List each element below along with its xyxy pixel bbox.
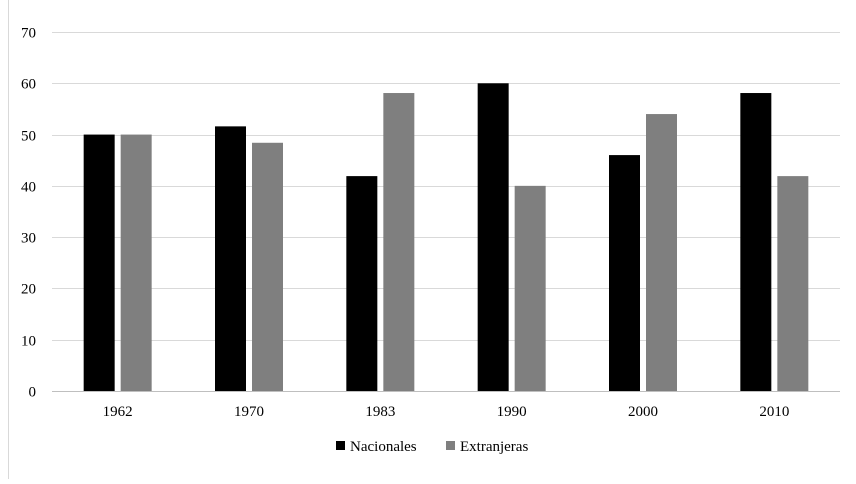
y-tick-label: 20 xyxy=(21,282,36,298)
y-tick-label: 0 xyxy=(29,385,37,401)
bar-nacionales-2010 xyxy=(740,93,772,391)
bar-nacionales-1970 xyxy=(215,126,246,391)
x-tick-label: 1962 xyxy=(103,404,133,420)
bar-extranjeras-2000 xyxy=(646,114,677,392)
bar-nacionales-2000 xyxy=(609,155,640,391)
bar-extranjeras-1983 xyxy=(383,93,415,391)
bar-nacionales-1990 xyxy=(477,83,509,392)
legend-swatch-extranjeras xyxy=(446,441,455,450)
bar-extranjeras-1962 xyxy=(120,134,152,392)
y-tick-label: 50 xyxy=(21,129,36,145)
y-tick-label: 10 xyxy=(21,334,36,350)
bar-nacionales-1962 xyxy=(83,134,115,392)
legend: Nacionales Extranjeras xyxy=(336,439,528,455)
x-tick-label: 2000 xyxy=(628,404,658,420)
x-tick-label: 1990 xyxy=(497,404,527,420)
bar-nacionales-1983 xyxy=(346,176,378,391)
bar-extranjeras-1970 xyxy=(252,142,283,391)
y-tick-label: 70 xyxy=(21,26,36,42)
bars xyxy=(83,83,809,392)
gridlines xyxy=(52,32,840,341)
x-tick-label: 2010 xyxy=(759,404,789,420)
x-tick-label: 1970 xyxy=(234,404,264,420)
y-tick-label: 60 xyxy=(21,77,36,93)
legend-label-nacionales: Nacionales xyxy=(350,439,417,455)
bar-extranjeras-2010 xyxy=(777,176,809,391)
x-axis-tick-labels: 1962 1970 1983 1990 2000 2010 xyxy=(103,404,790,420)
legend-label-extranjeras: Extranjeras xyxy=(460,439,528,455)
y-tick-label: 30 xyxy=(21,231,36,247)
legend-swatch-nacionales xyxy=(336,441,345,450)
y-tick-label: 40 xyxy=(21,180,36,196)
x-tick-label: 1983 xyxy=(365,404,395,420)
y-axis-tick-labels: 0 10 20 30 40 50 60 70 xyxy=(21,26,36,401)
bar-extranjeras-1990 xyxy=(514,185,546,391)
